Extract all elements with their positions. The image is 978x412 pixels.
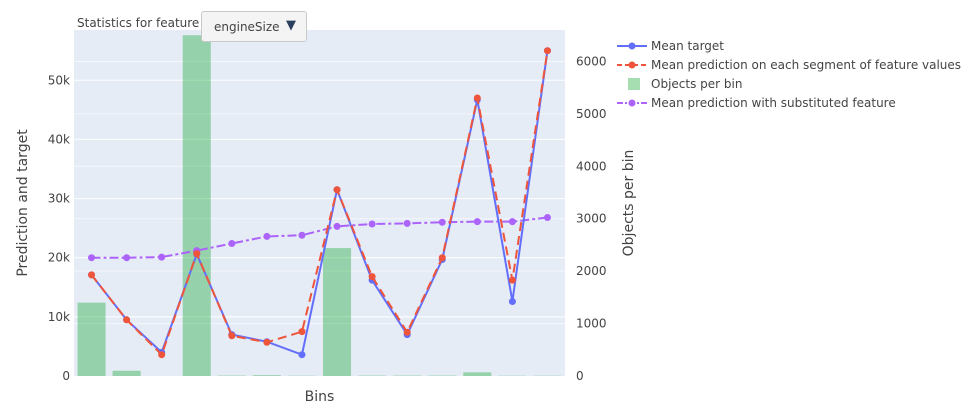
feature-dropdown-value: engineSize [214, 20, 280, 34]
y2-axis-ticks: 0 1000 2000 3000 4000 5000 6000 [576, 54, 607, 383]
series-point [88, 271, 96, 279]
series-point [508, 276, 516, 284]
y2-tick-label: 1000 [576, 317, 607, 331]
series-point [368, 220, 376, 228]
series-point [158, 253, 166, 261]
legend-item: Mean prediction with substituted feature [617, 96, 896, 110]
legend-swatch [628, 78, 640, 90]
bar-objects-per-bin [463, 372, 492, 376]
series-point [298, 328, 306, 336]
series-line [90, 50, 549, 357]
legend-item: Mean prediction on each segment of featu… [617, 58, 961, 72]
series-point [438, 218, 446, 226]
series-point [333, 222, 341, 230]
legend-marker [628, 42, 636, 50]
bar-objects-per-bin [323, 248, 352, 376]
legend-marker [628, 61, 636, 69]
series-point [508, 218, 516, 226]
legend-label: Objects per bin [651, 77, 742, 91]
y2-tick-label: 2000 [576, 264, 607, 278]
y-tick-label: 40k [48, 132, 70, 146]
chevron-down-icon: ▼ [286, 18, 296, 33]
y-axis-title: Prediction and target [15, 129, 31, 277]
series-point [88, 254, 96, 262]
bar-objects-per-bin [77, 302, 106, 376]
series-lines [88, 47, 551, 359]
bar-objects-per-bin [182, 35, 211, 376]
series-point [473, 94, 481, 102]
y-axis-ticks: 0 10k 20k 30k 40k 50k [48, 73, 70, 383]
bar-objects-per-bin [252, 375, 281, 376]
series-point [473, 218, 481, 226]
series-point [403, 328, 411, 336]
bar-objects-per-bin [112, 370, 141, 376]
y-tick-label: 30k [48, 192, 70, 206]
series-point [263, 232, 271, 240]
bars-objects-per-bin [77, 35, 562, 376]
series-point [193, 250, 201, 258]
y2-tick-label: 0 [576, 369, 584, 383]
plot-area [74, 30, 565, 376]
stats-feature-label: Statistics for feature [77, 16, 200, 30]
legend-label: Mean prediction on each segment of featu… [651, 58, 961, 72]
legend-item: Mean target [617, 39, 724, 53]
y-tick-label: 0 [62, 369, 70, 383]
series-point [123, 254, 131, 262]
series-point [123, 316, 131, 324]
y2-tick-label: 6000 [576, 54, 607, 68]
legend-label: Mean prediction with substituted feature [651, 96, 896, 110]
y-tick-label: 10k [48, 310, 70, 324]
series-line [91, 216, 548, 259]
series-point [368, 273, 376, 281]
series-point [263, 338, 271, 346]
series-point [543, 213, 551, 221]
series-point [508, 297, 516, 305]
legend: Mean target Mean prediction on each segme… [617, 39, 961, 110]
gridlines [74, 60, 565, 325]
y-tick-label: 20k [48, 251, 70, 265]
series-point [298, 231, 306, 239]
y-tick-label: 50k [48, 73, 70, 87]
x-axis-title: Bins [305, 389, 335, 405]
series-point [298, 351, 306, 359]
y2-tick-label: 4000 [576, 159, 607, 173]
y2-tick-label: 3000 [576, 212, 607, 226]
legend-label: Mean target [651, 39, 724, 53]
series-point [438, 254, 446, 262]
legend-item: Objects per bin [628, 77, 742, 91]
legend-marker [628, 99, 636, 107]
series-point [158, 351, 166, 359]
series-point [228, 240, 236, 248]
y2-axis-title: Objects per bin [621, 150, 637, 257]
y2-tick-label: 5000 [576, 107, 607, 121]
series-point [228, 332, 236, 340]
feature-dropdown[interactable]: engineSize ▼ [201, 11, 307, 42]
series-point [333, 186, 341, 194]
series-point [403, 219, 411, 227]
series-point [543, 47, 551, 55]
